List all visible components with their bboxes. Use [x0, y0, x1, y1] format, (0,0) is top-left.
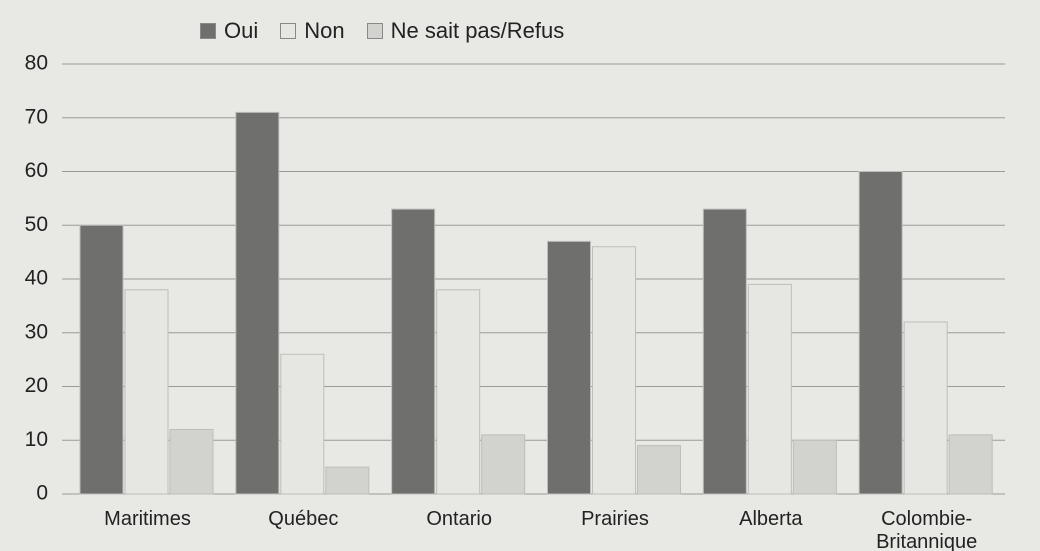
- bar: [392, 209, 435, 494]
- bar: [593, 247, 636, 494]
- y-tick-label: 10: [25, 428, 48, 451]
- y-tick-label: 50: [25, 213, 48, 236]
- x-tick-label: Ontario: [399, 508, 519, 531]
- legend-swatch: [367, 23, 383, 39]
- y-tick-label: 20: [25, 374, 48, 397]
- bar: [638, 446, 681, 494]
- legend-item: Ne sait pas/Refus: [367, 18, 565, 44]
- legend-label: Non: [304, 18, 344, 44]
- x-tick-label: Colombie-Britannique: [867, 508, 987, 551]
- y-tick-label: 0: [36, 482, 48, 505]
- bar: [793, 440, 836, 494]
- chart: 0 10 20 30 40 50 60 70 80 Oui Non Ne sait pas/Refu…: [0, 0, 1040, 551]
- bar: [80, 225, 123, 494]
- bar: [236, 112, 279, 494]
- x-tick-label: Maritimes: [88, 508, 208, 531]
- bar: [281, 354, 324, 494]
- bar: [748, 284, 791, 494]
- legend: Oui Non Ne sait pas/Refus: [200, 18, 564, 44]
- x-tick-label: Prairies: [555, 508, 675, 531]
- legend-label: Ne sait pas/Refus: [391, 18, 565, 44]
- bar: [904, 322, 947, 494]
- bar: [170, 430, 213, 495]
- y-tick-label: 80: [25, 52, 48, 75]
- legend-item: Non: [280, 18, 344, 44]
- x-tick-label: Alberta: [711, 508, 831, 531]
- legend-swatch: [200, 23, 216, 39]
- bar: [859, 172, 902, 495]
- legend-label: Oui: [224, 18, 258, 44]
- plot: 0 10 20 30 40 50 60 70 80: [0, 0, 1040, 551]
- bar: [437, 290, 480, 494]
- bar: [482, 435, 525, 494]
- bar: [548, 241, 591, 494]
- legend-item: Oui: [200, 18, 258, 44]
- y-tick-label: 70: [25, 105, 48, 128]
- y-tick-label: 60: [25, 159, 48, 182]
- bar: [703, 209, 746, 494]
- bar: [125, 290, 168, 494]
- y-tick-label: 40: [25, 267, 48, 290]
- y-tick-label: 30: [25, 320, 48, 343]
- x-tick-label: Québec: [243, 508, 363, 531]
- bar: [949, 435, 992, 494]
- bar: [326, 467, 369, 494]
- legend-swatch: [280, 23, 296, 39]
